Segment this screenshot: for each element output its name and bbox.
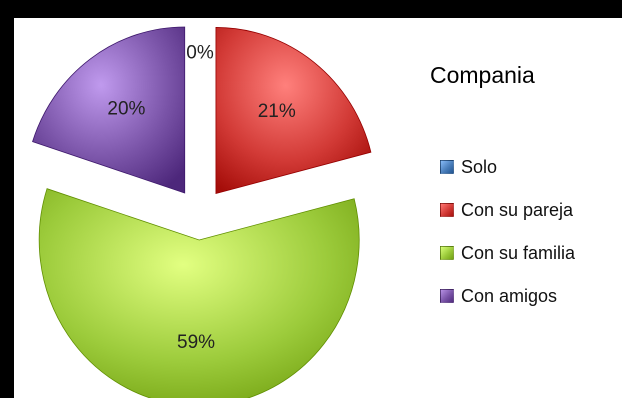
- pie-slice-con-amigos: [32, 26, 186, 194]
- legend-label: Con su familia: [461, 242, 576, 263]
- chart-legend: Solo Con su pareja Con su familia Con amigo…: [440, 155, 575, 327]
- chart-title: Compania: [430, 62, 535, 88]
- data-label-con-su-familia: 59%: [177, 332, 215, 353]
- legend-item-con-su-familia: Con su familia: [440, 241, 575, 265]
- data-label-con-su-pareja: 21%: [258, 101, 296, 122]
- legend-label: Con amigos: [461, 285, 558, 306]
- legend-item-solo: Solo: [440, 155, 575, 179]
- legend-label: Solo: [461, 156, 498, 177]
- legend-item-con-amigos: Con amigos: [440, 284, 575, 308]
- legend-item-con-su-pareja: Con su pareja: [440, 198, 575, 222]
- legend-swatch: [440, 289, 454, 303]
- legend-swatch: [440, 160, 454, 174]
- pie-slice-con-su-pareja: [215, 27, 372, 194]
- pie-labels: 0% 21% 59% 20%: [107, 42, 295, 352]
- legend-swatch: [440, 203, 454, 217]
- pie-slices: [32, 26, 372, 398]
- legend-swatch: [440, 246, 454, 260]
- legend-label: Con su pareja: [461, 199, 574, 220]
- data-label-solo: 0%: [186, 42, 214, 63]
- pie-slice-con-su-familia: [38, 188, 360, 398]
- data-label-con-amigos: 20%: [107, 99, 145, 120]
